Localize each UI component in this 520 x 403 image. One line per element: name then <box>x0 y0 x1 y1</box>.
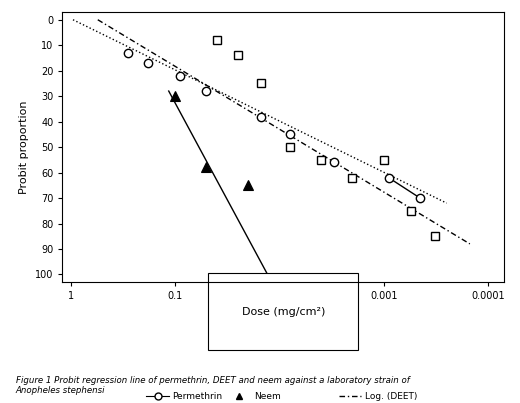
Legend: Permethrin, DEET, Neem, Log. (Permethrin), Log. (DEET), Log. (Neem): Permethrin, DEET, Neem, Log. (Permethrin… <box>142 388 424 403</box>
X-axis label: Dose (mg/cm²): Dose (mg/cm²) <box>242 307 325 317</box>
Y-axis label: Probit proportion: Probit proportion <box>19 100 30 194</box>
Text: Figure 1 Probit regression line of permethrin, DEET and neem against a laborator: Figure 1 Probit regression line of perme… <box>16 376 409 395</box>
